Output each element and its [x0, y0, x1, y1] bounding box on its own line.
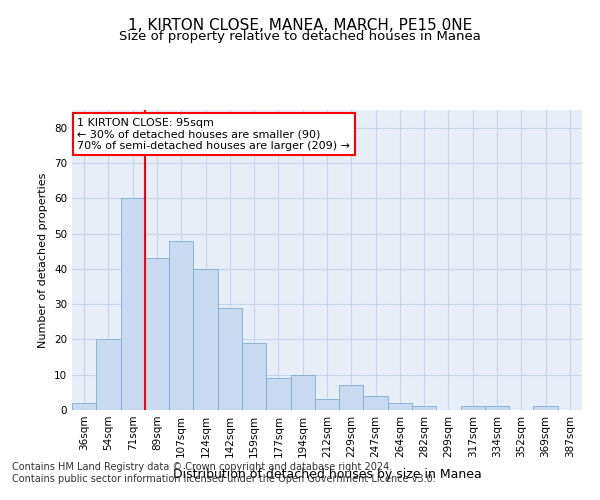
Bar	[364, 396, 388, 410]
Bar	[461, 406, 485, 410]
Text: 1, KIRTON CLOSE, MANEA, MARCH, PE15 0NE: 1, KIRTON CLOSE, MANEA, MARCH, PE15 0NE	[128, 18, 472, 32]
Bar	[339, 386, 364, 410]
Bar	[169, 240, 193, 410]
Y-axis label: Number of detached properties: Number of detached properties	[38, 172, 49, 348]
Bar	[533, 406, 558, 410]
Bar	[266, 378, 290, 410]
Text: Contains public sector information licensed under the Open Government Licence v3: Contains public sector information licen…	[12, 474, 436, 484]
X-axis label: Distribution of detached houses by size in Manea: Distribution of detached houses by size …	[173, 468, 481, 481]
Bar	[388, 403, 412, 410]
Bar	[412, 406, 436, 410]
Bar	[315, 400, 339, 410]
Text: Contains HM Land Registry data © Crown copyright and database right 2024.: Contains HM Land Registry data © Crown c…	[12, 462, 392, 472]
Bar	[96, 340, 121, 410]
Bar	[121, 198, 145, 410]
Bar	[290, 374, 315, 410]
Bar	[72, 403, 96, 410]
Bar	[218, 308, 242, 410]
Bar	[485, 406, 509, 410]
Text: Size of property relative to detached houses in Manea: Size of property relative to detached ho…	[119, 30, 481, 43]
Bar	[145, 258, 169, 410]
Bar	[193, 269, 218, 410]
Bar	[242, 343, 266, 410]
Text: 1 KIRTON CLOSE: 95sqm
← 30% of detached houses are smaller (90)
70% of semi-deta: 1 KIRTON CLOSE: 95sqm ← 30% of detached …	[77, 118, 350, 150]
